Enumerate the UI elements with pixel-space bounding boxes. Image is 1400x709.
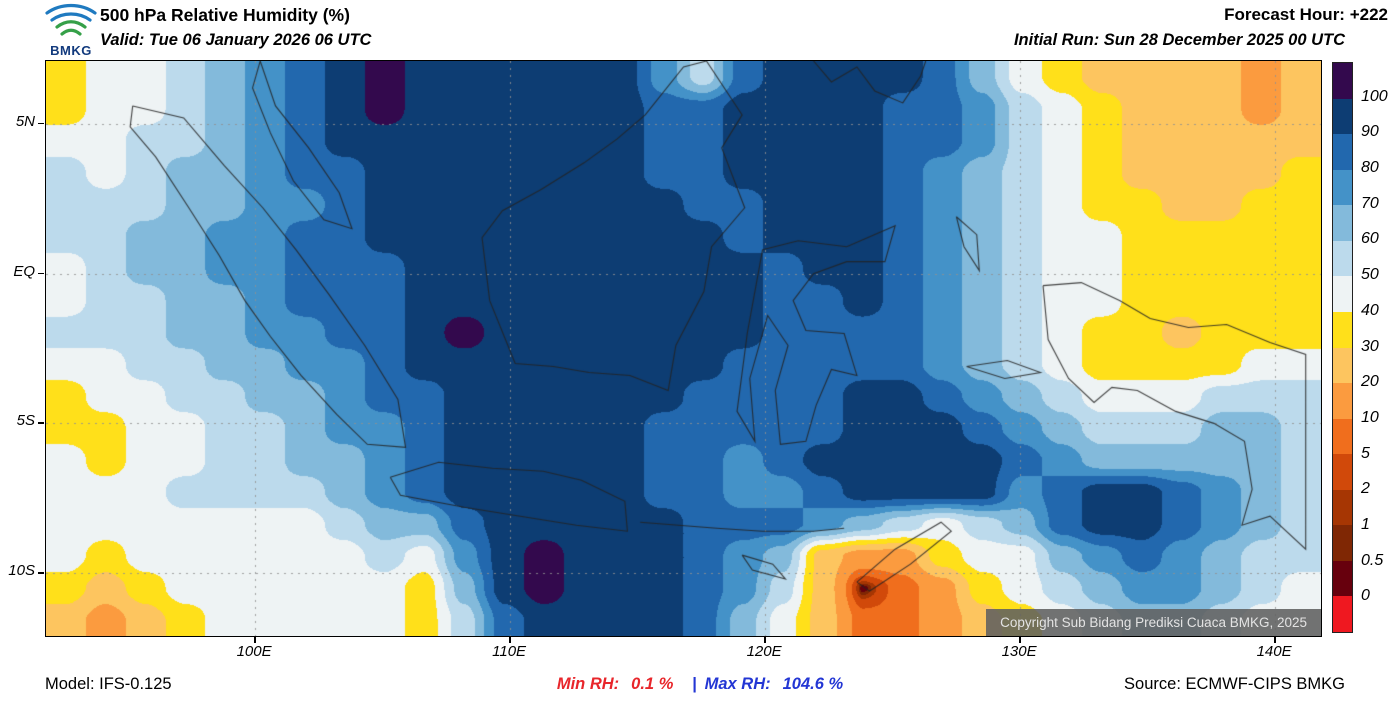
lat-tick-label: EQ (13, 262, 35, 280)
colorbar-segment (1333, 454, 1352, 490)
colorbar-segment (1333, 169, 1352, 206)
lat-tick-mark (38, 422, 44, 424)
colorbar-segment (1333, 383, 1352, 419)
minmax-stats: Min RH: 0.1 % | Max RH: 104.6 % (0, 675, 1400, 694)
colorbar-tick-label: 70 (1361, 194, 1379, 212)
bmkg-logo-text: BMKG (50, 43, 92, 58)
colorbar-tick-label: 2 (1361, 480, 1370, 498)
colorbar-segment (1333, 240, 1352, 277)
colorbar-segment (1333, 134, 1352, 170)
colorbar-segment (1333, 63, 1352, 99)
colorbar-segment (1333, 205, 1352, 241)
colorbar-tick-label: 40 (1361, 301, 1379, 319)
lon-tick-label: 100E (236, 643, 272, 660)
minmax-separator: | (691, 675, 697, 693)
max-rh: | Max RH: 104.6 % (692, 675, 843, 693)
lon-tick-label: 110E (492, 643, 527, 660)
model-label: Model: IFS-0.125 (45, 675, 172, 693)
colorbar-tick-label: 80 (1361, 159, 1379, 177)
map-area: Copyright Sub Bidang Prediksi Cuaca BMKG… (45, 60, 1322, 637)
colorbar-segment (1333, 596, 1352, 632)
valid-time: Valid: Tue 06 January 2026 06 UTC (100, 31, 372, 49)
colorbar-segment (1333, 418, 1352, 455)
colorbar-segment (1333, 489, 1352, 526)
page-title: 500 hPa Relative Humidity (%) (100, 5, 350, 25)
humidity-contour-canvas (46, 61, 1321, 636)
lat-tick-mark (38, 572, 44, 574)
lon-tick-label: 120E (746, 643, 782, 660)
lat-tick-mark (38, 122, 44, 125)
lat-tick-label: 5S (16, 412, 35, 430)
lon-tick-mark (1019, 637, 1021, 643)
colorbar-tick-label: 5 (1361, 444, 1370, 462)
lat-tick-mark (38, 272, 44, 275)
lat-tick-label: 5N (15, 112, 35, 130)
min-rh: Min RH: 0.1 % (557, 675, 674, 693)
bmkg-logo: BMKG (42, 1, 100, 58)
bmkg-logo-icon (45, 3, 97, 36)
lon-tick-mark (764, 637, 766, 643)
lat-tick-label: 10S (8, 562, 35, 580)
forecast-hour: Forecast Hour: +222 (1224, 5, 1388, 24)
source-label: Source: ECMWF-CIPS BMKG (1124, 675, 1345, 693)
colorbar-segment (1333, 525, 1352, 561)
colorbar-tick-label: 50 (1361, 266, 1379, 284)
colorbar-segment (1333, 347, 1352, 384)
lon-tick-mark (1274, 637, 1276, 643)
colorbar-tick-label: 0 (1361, 587, 1370, 605)
copyright-overlay: Copyright Sub Bidang Prediksi Cuaca BMKG… (986, 609, 1321, 636)
colorbar-tick-label: 30 (1361, 337, 1379, 355)
min-rh-value: 0.1 % (631, 675, 674, 693)
colorbar-segment (1333, 560, 1352, 597)
colorbar-tick-label: 0.5 (1361, 551, 1384, 569)
lon-tick-mark (509, 637, 511, 643)
lon-tick-label: 140E (1256, 643, 1292, 660)
colorbar (1332, 62, 1353, 633)
colorbar-segment (1333, 311, 1352, 348)
colorbar-tick-label: 20 (1361, 373, 1379, 391)
max-rh-value: 104.6 % (782, 675, 844, 693)
lon-tick-mark (254, 637, 256, 643)
min-rh-label: Min RH: (556, 675, 620, 693)
lon-tick-label: 130E (1001, 643, 1037, 660)
colorbar-tick-label: 90 (1361, 123, 1379, 141)
colorbar-tick-label: 10 (1361, 408, 1379, 426)
colorbar-segment (1333, 98, 1352, 135)
colorbar-tick-label: 60 (1361, 230, 1379, 248)
colorbar-tick-label: 100 (1361, 87, 1388, 105)
initial-run: Initial Run: Sun 28 December 2025 00 UTC (1013, 31, 1345, 49)
max-rh-label: Max RH: (704, 675, 771, 693)
colorbar-segment (1333, 276, 1352, 312)
colorbar-tick-label: 1 (1361, 515, 1370, 533)
